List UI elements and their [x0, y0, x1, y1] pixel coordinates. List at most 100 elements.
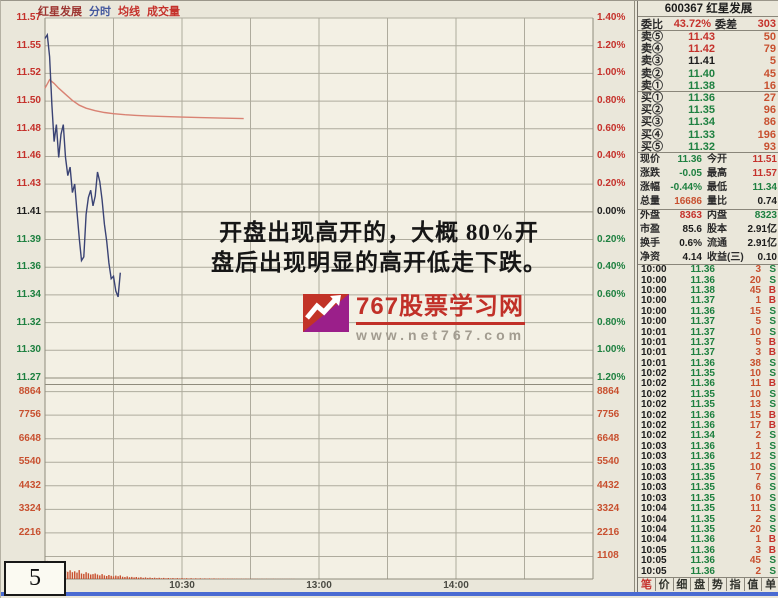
panel-tab-势[interactable]: 势 — [709, 578, 727, 591]
weibi-row: 委比 43.72% 委差 303 — [638, 17, 778, 30]
tick-time: 10:02 — [641, 400, 671, 410]
stat-value: -0.05 — [664, 167, 702, 181]
percent-tick-label: 0.80% — [597, 318, 637, 328]
tab-minute-chart[interactable]: 分时 — [89, 6, 111, 18]
stat-value: 2.91亿 — [748, 223, 777, 237]
volume-tick-label: 8864 — [1, 387, 41, 397]
percent-tick-label: 0.40% — [597, 151, 637, 161]
tick-time: 10:00 — [641, 317, 671, 327]
watermark-title: 767股票学习网 — [356, 294, 525, 325]
ask-row-price: 11.43 — [667, 31, 715, 43]
panel-tab-盘[interactable]: 盘 — [691, 578, 709, 591]
percent-tick-label: 1.20% — [597, 41, 637, 51]
tick-direction: S — [761, 483, 776, 493]
tick-volume: 11 — [715, 504, 761, 514]
tick-volume: 1 — [715, 296, 761, 306]
tick-time: 10:02 — [641, 379, 671, 389]
stat-value: 2.91亿 — [748, 237, 777, 251]
bid-row-label: 买④ — [641, 129, 667, 141]
percent-tick-label: 0.00% — [597, 207, 637, 217]
stat-value: 8323 — [755, 209, 777, 223]
tick-price: 11.36 — [671, 567, 715, 577]
bid-row-label: 买① — [641, 92, 667, 104]
bottom-divider — [1, 592, 778, 596]
tick-price: 11.35 — [671, 483, 715, 493]
tick-time: 10:05 — [641, 567, 671, 577]
weicha-value: 303 — [737, 18, 776, 30]
stat-value: -0.44% — [664, 181, 702, 195]
volume-tick-label: 3324 — [1, 504, 41, 514]
stat-label: 内盘 — [707, 209, 727, 223]
price-tick-label: 11.32 — [1, 318, 41, 328]
panel-tab-细[interactable]: 细 — [674, 578, 692, 591]
tick-volume: 3 — [715, 348, 761, 358]
tick-direction: S — [761, 317, 776, 327]
tab-volume[interactable]: 成交量 — [147, 6, 180, 18]
tick-volume: 45 — [715, 556, 761, 566]
tick-time: 10:02 — [641, 431, 671, 441]
weibi-value: 43.72% — [663, 18, 711, 30]
tick-price: 11.36 — [671, 452, 715, 462]
tick-volume: 10 — [715, 328, 761, 338]
tick-time: 10:03 — [641, 483, 671, 493]
ask-row-volume: 50 — [715, 31, 776, 43]
annotation-line-2: 盘后出现明显的高开低走下跌。 — [159, 248, 599, 278]
tab-ma-line[interactable]: 均线 — [118, 6, 140, 18]
tick-direction: S — [761, 556, 776, 566]
volume-tick-label: 4432 — [1, 481, 41, 491]
panel-tab-bar: 笔价细盘势指值单 — [638, 577, 778, 591]
bid-row-volume: 196 — [715, 129, 776, 141]
tick-direction: B — [761, 348, 776, 358]
ask-row-label: 卖⑤ — [641, 31, 667, 43]
annotation-text: 开盘出现高开的，大概 80%开 盘后出现明显的高开低走下跌。 — [159, 218, 599, 278]
volume-tick-label: 7756 — [597, 410, 637, 420]
ask-row-price: 11.42 — [667, 43, 715, 55]
price-tick-label: 11.27 — [1, 373, 41, 383]
panel-tab-值[interactable]: 值 — [745, 578, 763, 591]
panel-tab-价[interactable]: 价 — [656, 578, 674, 591]
tick-direction: S — [761, 431, 776, 441]
volume-tick-label: 5540 — [597, 457, 637, 467]
tick-volume: 11 — [715, 379, 761, 389]
tick-volume: 20 — [715, 525, 761, 535]
tick-time: 10:05 — [641, 556, 671, 566]
tick-time: 10:04 — [641, 535, 671, 545]
price-tick-label: 11.50 — [1, 96, 41, 106]
stat-value: 11.36 — [664, 153, 702, 167]
bid-row-volume: 96 — [715, 104, 776, 116]
stat-label: 涨幅 — [640, 181, 664, 195]
panel-tab-指[interactable]: 指 — [727, 578, 745, 591]
tick-volume: 7 — [715, 473, 761, 483]
percent-tick-label: 0.80% — [597, 96, 637, 106]
stat-value: 0.10 — [758, 251, 777, 265]
price-tick-label: 11.30 — [1, 345, 41, 355]
tick-direction: S — [761, 567, 776, 577]
panel-tab-单[interactable]: 单 — [762, 578, 778, 591]
time-tick-label: 14:00 — [434, 580, 478, 591]
ask-row-price: 11.41 — [667, 55, 715, 67]
chart-header: 红星发展分时均线成交量 — [38, 3, 187, 19]
tick-price: 11.37 — [671, 348, 715, 358]
divider — [638, 209, 778, 210]
percent-tick-label: 0.60% — [597, 290, 637, 300]
panel-tab-笔[interactable]: 笔 — [638, 578, 656, 591]
tick-direction: S — [761, 504, 776, 514]
ask-row-volume: 5 — [715, 55, 776, 67]
